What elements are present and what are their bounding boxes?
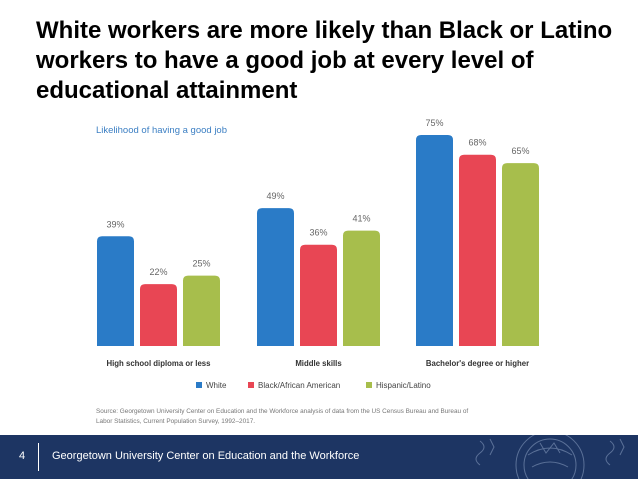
data-label-0-0: 39% (106, 219, 124, 229)
bar-2-0 (183, 275, 220, 346)
category-label-2: Bachelor's degree or higher (426, 359, 529, 368)
bar-0-2 (416, 135, 453, 346)
data-label-1-0: 22% (149, 267, 167, 277)
legend-swatch-0 (196, 382, 202, 388)
data-label-2-0: 25% (192, 259, 210, 269)
bar-1-2 (459, 154, 496, 346)
bar-chart: Likelihood of having a good job 39% 49% 75… (96, 118, 539, 425)
bar-2-2 (502, 163, 539, 346)
legend-swatch-2 (366, 382, 372, 388)
footer-bar: 4 Georgetown University Center on Educat… (0, 435, 638, 479)
slide-title: White workers are more likely than Black… (36, 17, 613, 104)
bar-2-1 (343, 230, 380, 346)
page-number: 4 (19, 450, 26, 462)
legend-label-0: White (206, 381, 227, 390)
data-label-0-1: 49% (266, 191, 284, 201)
category-label-1: Middle skills (295, 359, 342, 368)
footer-divider (38, 443, 39, 471)
footer-organization: Georgetown University Center on Educatio… (52, 450, 360, 462)
legend-swatch-1 (248, 382, 254, 388)
bar-1-0 (140, 284, 177, 346)
data-label-1-1: 36% (309, 228, 327, 238)
category-label-0: High school diploma or less (107, 359, 212, 368)
bar-0-0 (97, 236, 134, 346)
university-seal-icon (475, 435, 625, 479)
data-label-0-2: 75% (425, 118, 443, 128)
data-label-2-1: 41% (352, 214, 370, 224)
data-label-1-2: 68% (468, 138, 486, 148)
legend-label-1: Black/African American (258, 381, 340, 390)
source-note-line-1: Source: Georgetown University Center on … (96, 408, 468, 415)
chart-title: Likelihood of having a good job (96, 125, 227, 136)
data-label-2-2: 65% (511, 146, 529, 156)
legend-label-2: Hispanic/Latino (376, 381, 431, 390)
source-note-line-2: Labor Statistics, Current Population Sur… (96, 418, 255, 425)
bar-0-1 (257, 208, 294, 346)
bar-1-1 (300, 244, 337, 346)
